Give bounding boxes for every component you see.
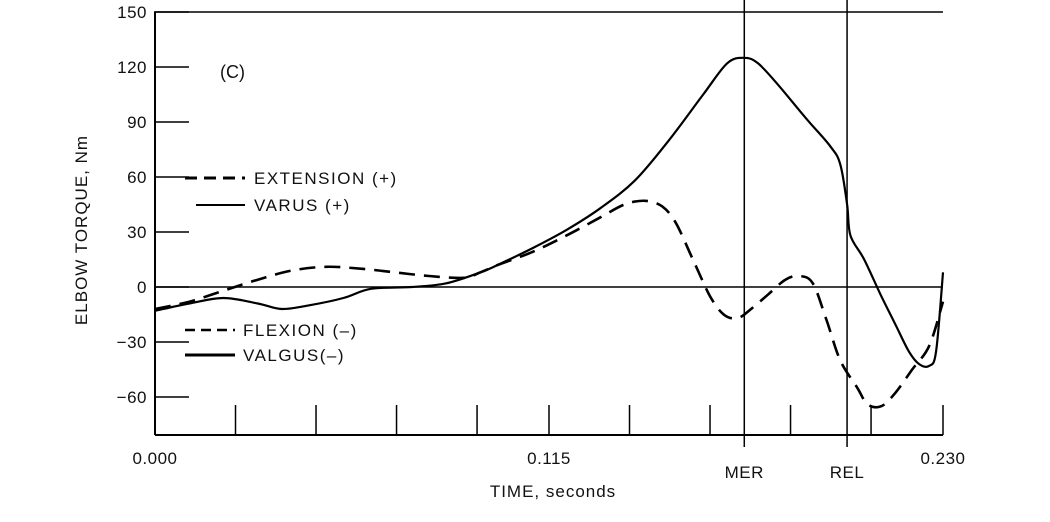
y-tick-label: 0	[137, 278, 147, 297]
series-line-extension-flexion	[154, 199, 945, 409]
labels-layer: 150 120 90 60 30 0 −30 −60 0.000 0.115 0.230 MER REL	[117, 3, 965, 482]
series-line-varus-valgus	[154, 56, 945, 368]
y-tick-label: 90	[127, 113, 147, 132]
x-tick-label: 0.000	[132, 449, 177, 468]
event-label-mer: MER	[725, 463, 764, 482]
legend-flexion-label: FLEXION (–)	[243, 321, 358, 340]
axes-layer	[154, 0, 944, 447]
y-tick-label: 30	[127, 223, 147, 242]
event-label-rel: REL	[830, 463, 865, 482]
y-tick-label: 150	[117, 3, 147, 22]
y-tick-label: −60	[117, 388, 147, 407]
y-axis-title: ELBOW TORQUE, Nm	[72, 135, 91, 325]
y-tick-label: −30	[117, 333, 147, 352]
legend-extension-label: EXTENSION (+)	[254, 169, 398, 188]
y-tick-label: 120	[117, 58, 147, 77]
y-tick-label: 60	[127, 168, 147, 187]
legend-valgus-label: VALGUS(–)	[243, 346, 345, 365]
legend-varus-label: VARUS (+)	[254, 196, 351, 215]
legend: EXTENSION (+) VARUS (+) FLEXION (–) VALG…	[185, 169, 398, 365]
panel-label: (C)	[220, 62, 245, 82]
series-layer	[154, 56, 945, 409]
x-tick-label: 0.115	[527, 449, 571, 468]
x-tick-label: 0.230	[920, 449, 965, 468]
x-axis-title: TIME, seconds	[490, 482, 616, 501]
